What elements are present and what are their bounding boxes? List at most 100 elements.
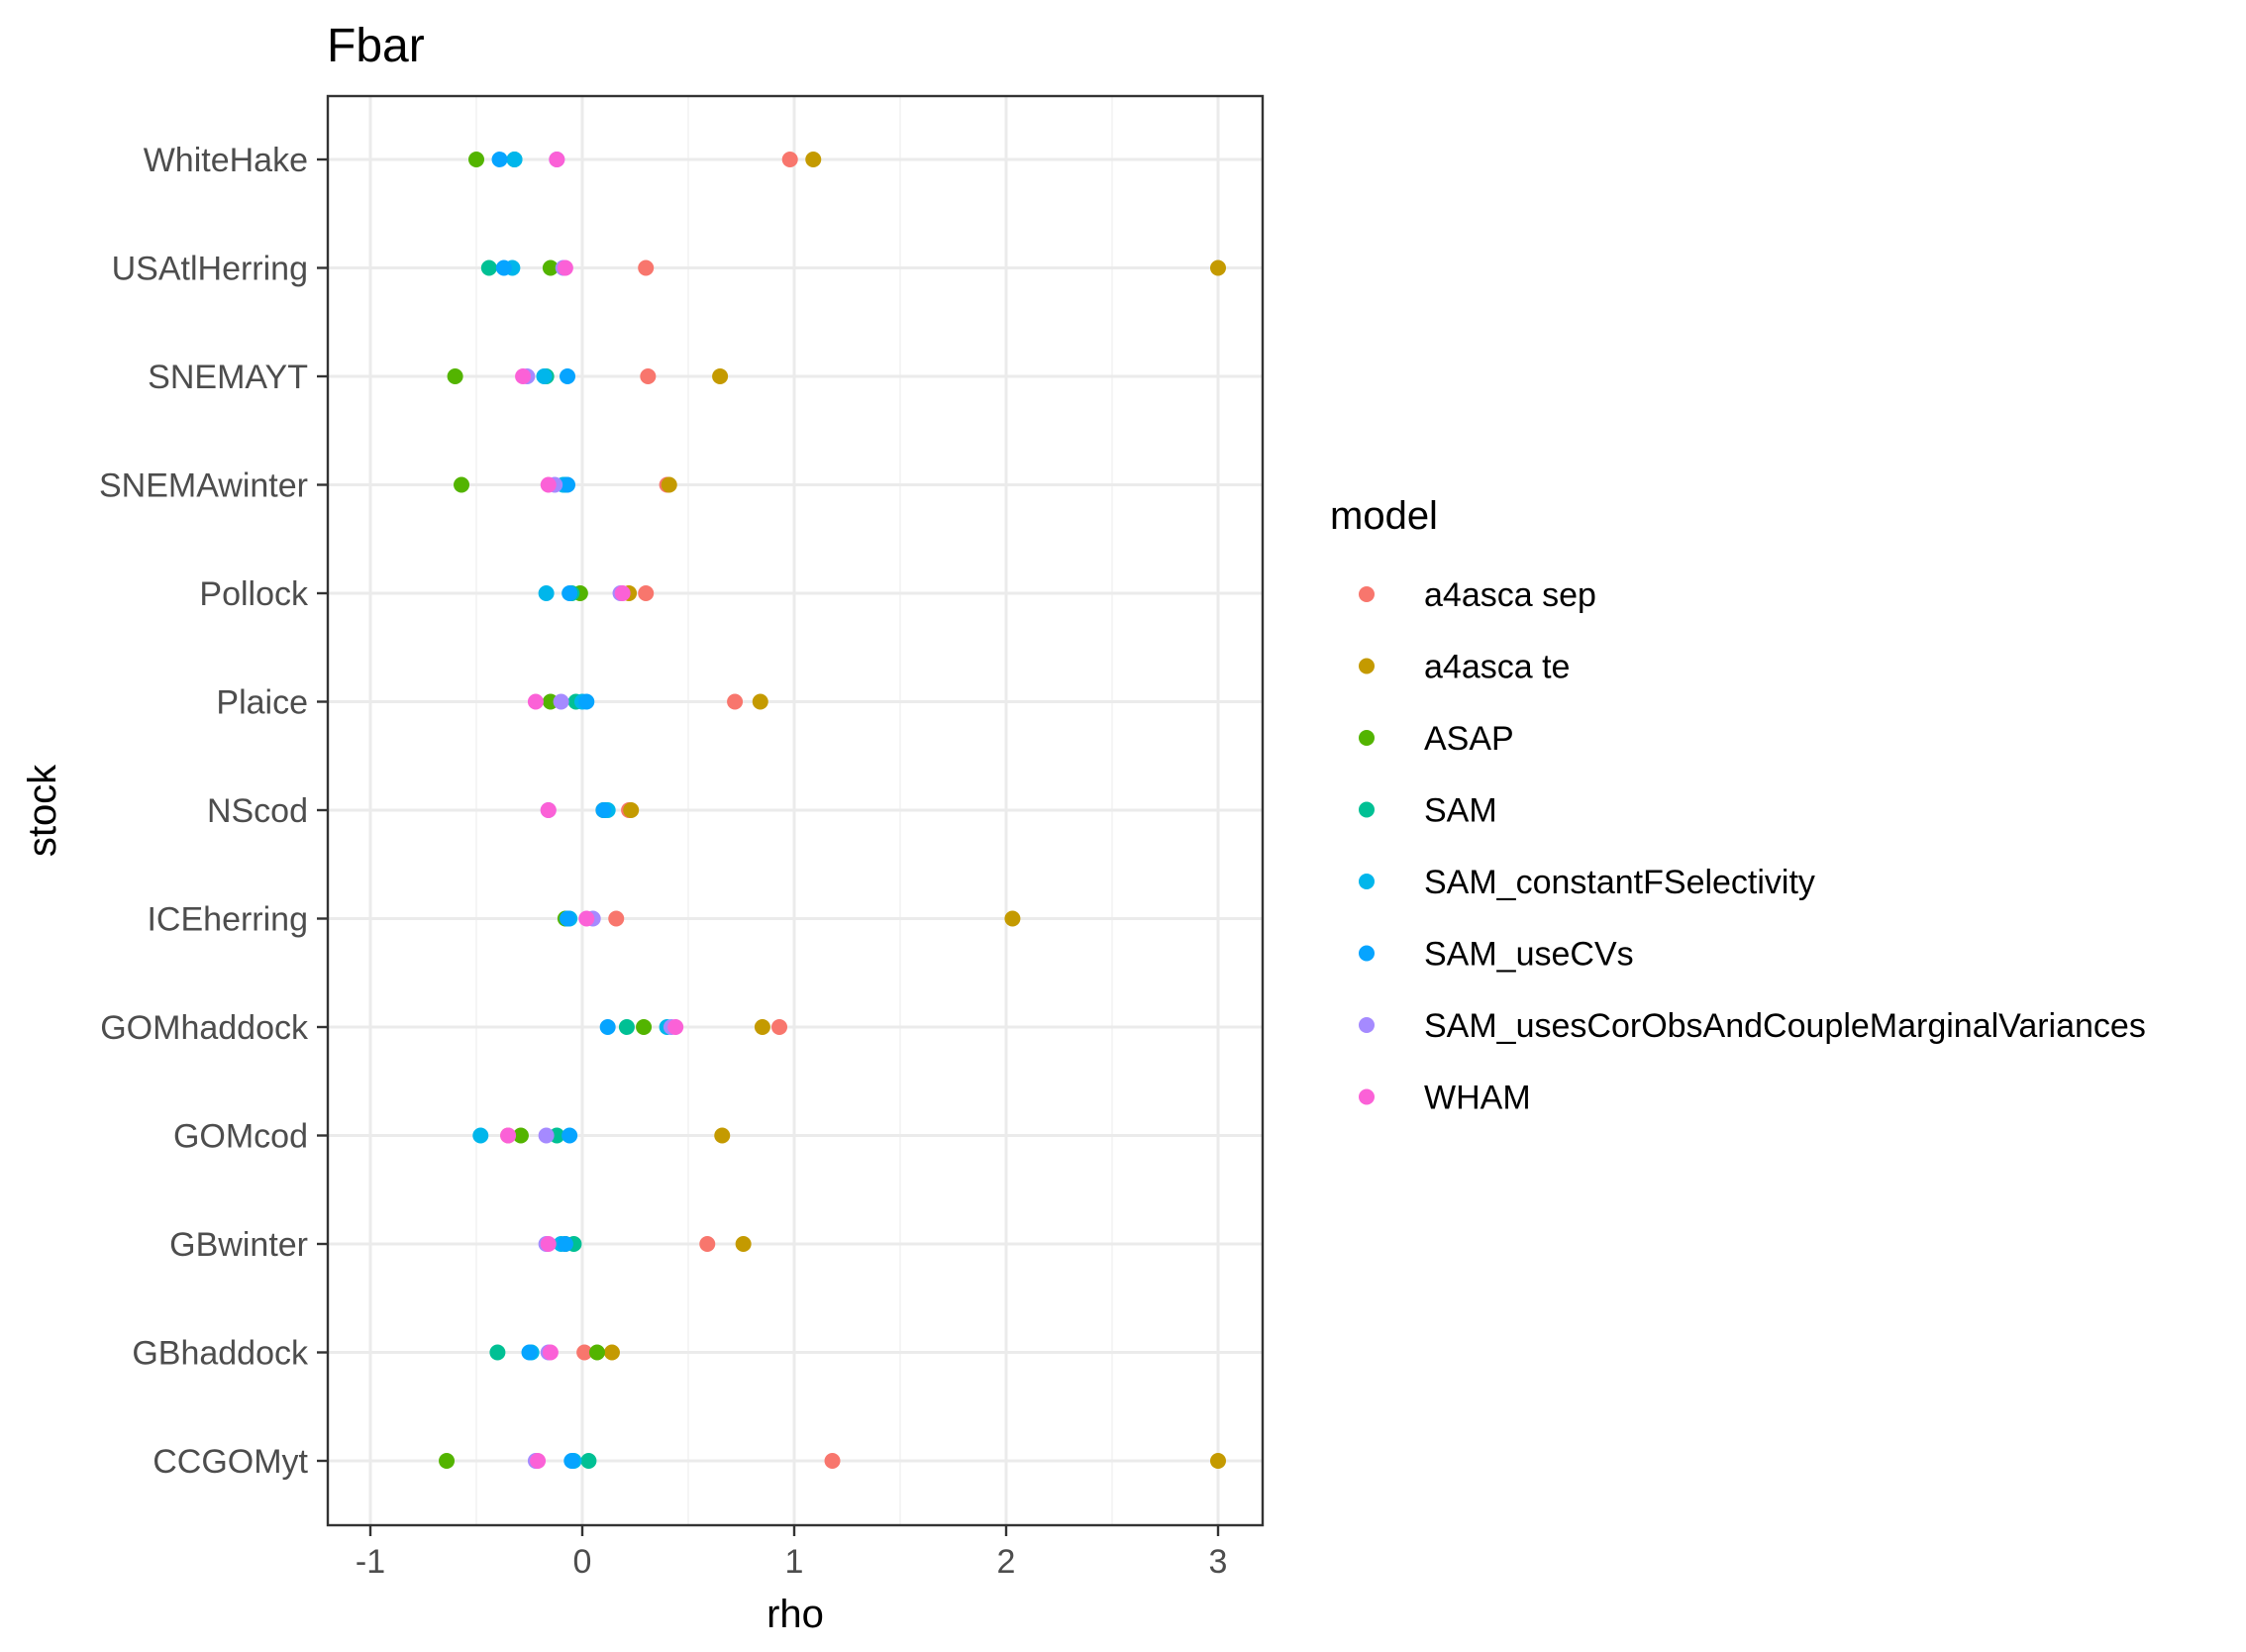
data-point xyxy=(538,1127,555,1144)
y-tick-label: SNEMAYT xyxy=(148,359,308,396)
legend-key xyxy=(1359,730,1375,746)
data-point xyxy=(542,1344,559,1361)
legend-label: a4asca te xyxy=(1424,649,1570,686)
data-point xyxy=(603,1344,620,1361)
data-point xyxy=(824,1453,841,1469)
y-tick-label: GBhaddock xyxy=(132,1335,309,1373)
data-point xyxy=(638,259,655,276)
data-point xyxy=(563,1453,580,1469)
y-tick-label: NScod xyxy=(207,792,308,830)
y-tick-label: GOMcod xyxy=(173,1118,308,1156)
data-point xyxy=(1004,910,1021,927)
legend-key xyxy=(1359,1017,1375,1033)
data-point xyxy=(754,1019,770,1035)
data-point xyxy=(667,1019,684,1035)
data-point xyxy=(640,368,657,384)
legend-item: WHAM xyxy=(1359,1080,1531,1117)
legend-item: SAM_constantFSelectivity xyxy=(1359,864,1815,901)
data-point xyxy=(638,585,655,601)
legend-key xyxy=(1359,1088,1375,1105)
y-tick-label: Pollock xyxy=(199,575,309,613)
data-point xyxy=(1210,259,1226,276)
data-point xyxy=(599,1019,616,1035)
x-tick-label: 3 xyxy=(1209,1543,1228,1581)
data-point xyxy=(491,152,508,167)
legend: model a4asca sep a4asca te ASAP SAM SAM_cons… xyxy=(1330,494,2146,1117)
y-tick-label: GBwinter xyxy=(169,1226,308,1264)
legend-item: a4asca te xyxy=(1359,649,1570,686)
data-point xyxy=(752,693,768,710)
data-point xyxy=(712,368,729,384)
data-point xyxy=(636,1019,653,1035)
legend-key xyxy=(1359,658,1375,674)
data-point xyxy=(560,368,576,384)
legend-label: SAM xyxy=(1424,792,1497,830)
legend-key xyxy=(1359,801,1375,818)
y-tick-label: USAtlHerring xyxy=(112,251,308,288)
y-tick-label: GOMhaddock xyxy=(100,1009,309,1047)
data-point xyxy=(714,1127,731,1144)
data-point xyxy=(576,1344,593,1361)
data-point xyxy=(468,152,484,167)
data-point xyxy=(771,1019,788,1035)
legend-key xyxy=(1359,874,1375,889)
data-point xyxy=(588,1344,605,1361)
data-point xyxy=(530,1453,547,1469)
data-points xyxy=(439,152,1226,1469)
legend-key xyxy=(1359,586,1375,602)
data-point xyxy=(527,693,544,710)
data-point xyxy=(540,802,557,818)
data-point xyxy=(447,368,463,384)
data-point xyxy=(562,1127,578,1144)
data-point xyxy=(595,802,612,818)
data-point xyxy=(578,693,595,710)
legend-item: ASAP xyxy=(1359,720,1514,758)
data-point xyxy=(781,152,798,167)
data-point xyxy=(560,910,576,927)
y-axis: WhiteHake USAtlHerring SNEMAYT SNEMAwinter P… xyxy=(99,142,328,1481)
data-point xyxy=(562,585,578,601)
data-point xyxy=(608,910,625,927)
data-point xyxy=(549,152,565,167)
data-point xyxy=(515,368,532,384)
data-point xyxy=(553,693,569,710)
legend-label: WHAM xyxy=(1424,1080,1531,1117)
legend-item: SAM_usesCorObsAndCoupleMarginalVariances xyxy=(1359,1007,2146,1045)
x-tick-label: 1 xyxy=(785,1543,804,1581)
data-point xyxy=(661,476,677,493)
data-point xyxy=(540,1236,557,1252)
y-tick-label: Plaice xyxy=(216,684,308,722)
data-point xyxy=(454,476,470,493)
data-point xyxy=(557,1236,573,1252)
data-point xyxy=(500,1127,517,1144)
data-point xyxy=(439,1453,456,1469)
legend-item: a4asca sep xyxy=(1359,576,1596,614)
data-point xyxy=(536,368,553,384)
data-point xyxy=(618,1019,635,1035)
data-point xyxy=(495,259,512,276)
series-WHAM xyxy=(500,152,684,1469)
data-point xyxy=(506,152,523,167)
data-point xyxy=(578,910,595,927)
x-tick-label: -1 xyxy=(356,1543,385,1581)
legend-item: SAM_useCVs xyxy=(1359,936,1634,974)
legend-title: model xyxy=(1330,494,1438,538)
data-point xyxy=(557,259,573,276)
x-tick-label: 0 xyxy=(573,1543,592,1581)
legend-label: ASAP xyxy=(1424,720,1514,758)
series-SAM_useCVs xyxy=(491,152,616,1469)
data-point xyxy=(580,1453,597,1469)
legend-label: SAM_useCVs xyxy=(1424,936,1634,974)
data-point xyxy=(805,152,822,167)
data-point xyxy=(521,1344,538,1361)
data-point xyxy=(614,585,631,601)
legend-label: SAM_constantFSelectivity xyxy=(1424,864,1815,901)
y-tick-label: SNEMAwinter xyxy=(99,467,308,505)
legend-key xyxy=(1359,945,1375,962)
data-point xyxy=(489,1344,506,1361)
y-tick-label: CCGOMyt xyxy=(153,1443,308,1481)
y-tick-label: ICEherring xyxy=(147,901,308,939)
data-point xyxy=(512,1127,529,1144)
x-axis-title: rho xyxy=(766,1593,824,1636)
